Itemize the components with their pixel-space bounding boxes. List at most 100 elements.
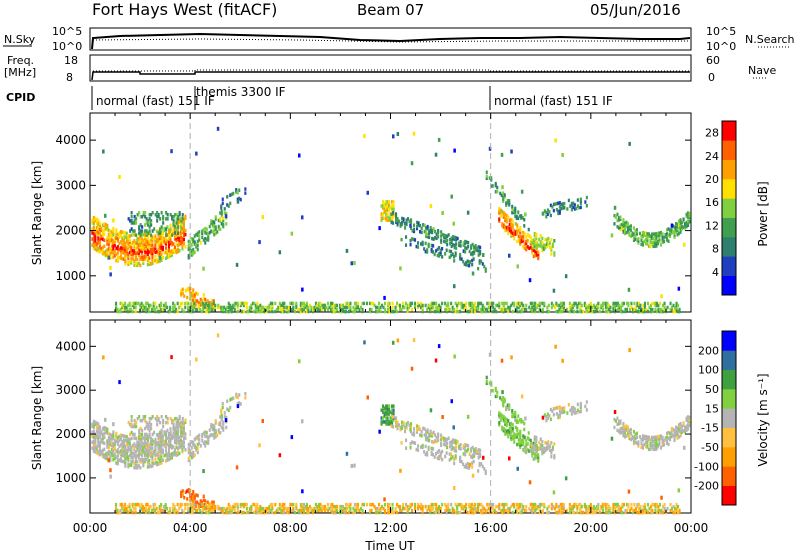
power-cell [122, 239, 125, 243]
velocity-cell [516, 506, 519, 511]
power-cell [539, 240, 542, 244]
power-cell [456, 305, 459, 310]
power-cell [143, 240, 146, 245]
power-cell [580, 303, 583, 308]
power-cell [532, 243, 535, 248]
velocity-cell [604, 510, 607, 515]
velocity-cell [154, 445, 157, 450]
velocity-cell [154, 437, 157, 442]
velocity-cell [556, 510, 559, 515]
power-cell [344, 309, 347, 314]
power-cell [164, 230, 167, 234]
velocity-cell [490, 381, 493, 385]
velocity-cell [473, 448, 476, 452]
velocity-cell [133, 418, 136, 423]
power-cell [623, 227, 626, 232]
velocity-cell [122, 504, 125, 509]
velocity-cell [597, 506, 600, 511]
velocity-cell [184, 436, 187, 440]
velocity-cell [594, 510, 597, 515]
power-cell [235, 301, 238, 306]
velocity-cell [219, 421, 222, 425]
power-cell [124, 247, 127, 252]
velocity-cell [95, 429, 98, 433]
velocity-cell [219, 415, 222, 419]
velocity-cell [163, 442, 166, 446]
velocity-cell [331, 504, 334, 509]
velocity-cell [553, 506, 556, 511]
velocity-cell [541, 439, 544, 444]
velocity-cell [193, 494, 196, 499]
power-cell [528, 234, 531, 238]
power-cell [112, 241, 115, 245]
velocity-cell [511, 502, 514, 507]
power-cell [239, 303, 242, 308]
power-cell [676, 222, 679, 227]
velocity-cell [492, 510, 495, 515]
power-cell [642, 303, 645, 308]
velocity-cell [380, 408, 383, 412]
velocity-cell [625, 424, 628, 428]
velocity-cell [175, 445, 178, 450]
velocity-cell [182, 429, 185, 433]
velocity-cell [479, 448, 482, 453]
velocity-cell [383, 414, 386, 418]
velocity-cell [148, 416, 151, 421]
power-cell [230, 307, 233, 312]
power-cell [639, 305, 642, 310]
velocity-cell [154, 453, 157, 457]
power-cell [402, 305, 405, 310]
velocity-cell [172, 502, 175, 507]
power-cell [474, 301, 477, 306]
power-cell [338, 303, 341, 308]
velocity-cell [606, 506, 609, 511]
power-cell [402, 301, 405, 306]
power-cell [196, 231, 199, 236]
velocity-cell [100, 438, 103, 442]
velocity-cell [200, 502, 203, 507]
power-cell [453, 245, 456, 250]
power-cell [155, 229, 158, 234]
velocity-cell [537, 455, 540, 459]
power-cell [187, 245, 190, 250]
power-cell [131, 249, 134, 253]
power-cell [651, 307, 654, 312]
power-cell [244, 187, 247, 191]
velocity-cell [411, 440, 414, 444]
power-cell [647, 232, 650, 236]
power-cell [103, 238, 106, 242]
velocity-cell [652, 502, 655, 507]
power-cell [125, 235, 128, 240]
power-cell [220, 211, 223, 216]
power-cell [633, 301, 636, 306]
power-cell [554, 138, 557, 143]
velocity-cell [106, 439, 109, 443]
velocity-cell [173, 438, 176, 443]
power-cell [417, 301, 420, 306]
power-cell [523, 232, 526, 236]
power-cell [379, 305, 382, 310]
power-cell [386, 212, 389, 216]
velocity-cell [152, 506, 155, 511]
velocity-cell [412, 338, 416, 343]
velocity-cell [655, 445, 658, 449]
power-cell [127, 256, 130, 260]
power-cell [95, 229, 98, 234]
velocity-cell [236, 404, 240, 409]
velocity-cell [505, 417, 508, 422]
velocity-cell [193, 453, 196, 457]
power-cell [441, 211, 444, 215]
velocity-cell [444, 437, 447, 441]
power-cell [612, 307, 615, 312]
power-cell [213, 222, 216, 227]
power-cell [553, 253, 556, 257]
power-cell [464, 245, 467, 250]
power-cell [520, 216, 523, 220]
velocity-cell [388, 506, 391, 511]
velocity-cell [533, 435, 536, 439]
power-cell [142, 232, 145, 237]
power-cell [488, 176, 491, 180]
velocity-cell [502, 506, 505, 511]
power-cell [106, 252, 109, 256]
power-cell [485, 176, 488, 181]
